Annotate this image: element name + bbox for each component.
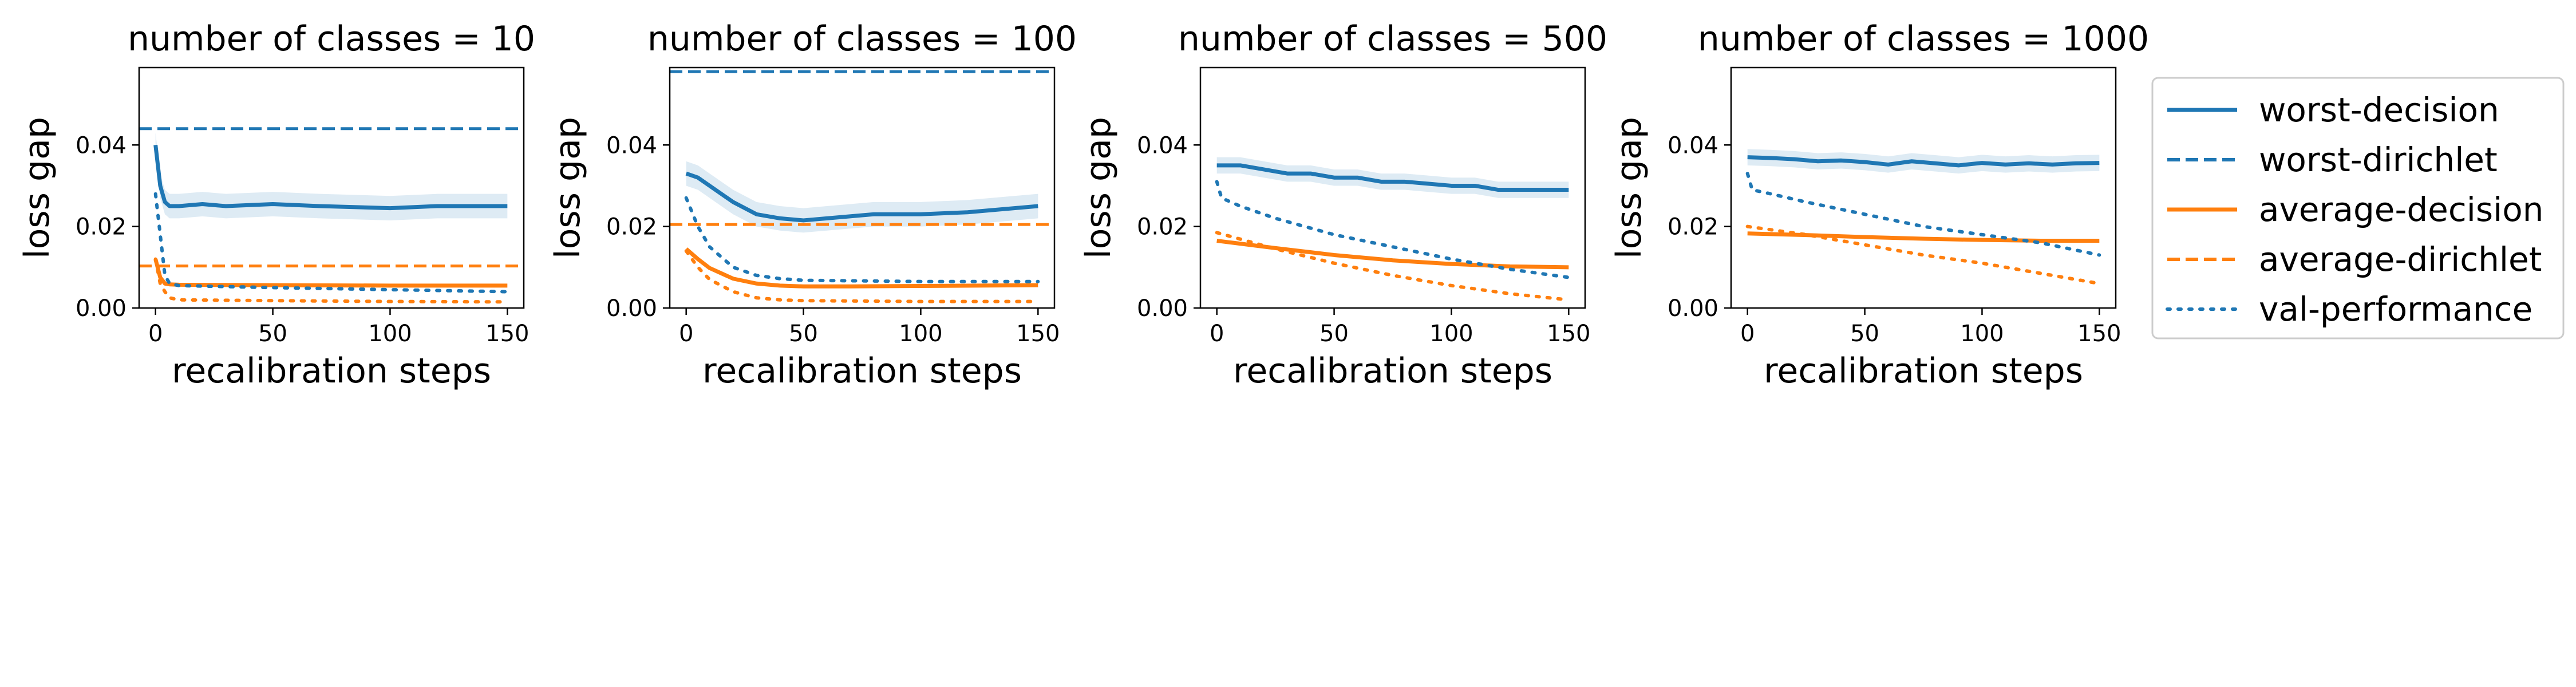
legend-label: worst-decision (2259, 90, 2499, 129)
subplot-4: 0 50 100 150 0.00 0.02 0.04 number of classes =… (1609, 19, 2149, 391)
subplot-2: 0 50 100 150 0.00 0.02 0.04 number of classes =… (548, 19, 1077, 391)
legend-label: val-performance (2259, 290, 2532, 329)
y-tick-label: 0.02 (76, 214, 127, 240)
series-val-performance-worst- (1745, 172, 2101, 257)
axes-frame (138, 66, 525, 309)
series-worst-decision (1216, 163, 1569, 192)
y-axis-label: loss gap (1609, 117, 1649, 259)
series-average-decision (685, 247, 1038, 289)
axes-frame (669, 66, 1056, 309)
axes-frame (1199, 66, 1586, 309)
subplot-title: number of classes = 500 (1178, 19, 1607, 59)
plot-area (1215, 157, 1571, 302)
x-axis-label: recalibration steps (172, 351, 491, 391)
legend-label: worst-dirichlet (2259, 140, 2498, 179)
y-tick-label: 0.00 (1137, 295, 1188, 322)
series-worst-decision (1747, 155, 2100, 168)
series-val-performance-worst- (684, 196, 1040, 283)
series-val-performance-worst- (153, 192, 509, 294)
legend: worst-decision worst-dirichlet average-dec… (2151, 77, 2565, 339)
subplot-1: 0 50 100 150 0.00 0.02 0.04 number of classes =… (17, 19, 535, 391)
series-val-performance-average- (153, 257, 509, 304)
subplot-title: number of classes = 10 (128, 19, 535, 59)
y-tick-label: 0.02 (606, 214, 657, 240)
x-tick-label: 50 (789, 321, 818, 347)
subplot-title: number of classes = 100 (647, 19, 1077, 59)
y-axis-label: loss gap (1078, 117, 1119, 259)
subplot-title: number of classes = 1000 (1698, 19, 2149, 59)
y-tick-label: 0.00 (76, 295, 127, 322)
x-tick-label: 0 (1740, 321, 1755, 347)
y-axis-label: loss gap (17, 117, 57, 259)
y-tick-label: 0.02 (1137, 214, 1188, 240)
plot-area (139, 127, 524, 304)
x-tick-label: 0 (679, 321, 693, 347)
subplot-3: 0 50 100 150 0.00 0.02 0.04 number of classes =… (1078, 19, 1607, 391)
series-average-decision (1747, 231, 2100, 243)
x-tick-label: 0 (1210, 321, 1224, 347)
y-tick-label: 0.00 (606, 295, 657, 322)
y-axis-label: loss gap (548, 117, 588, 259)
plot-area (1745, 149, 2101, 286)
series-worst-decision (685, 171, 1038, 223)
x-axis-label: recalibration steps (702, 351, 1022, 391)
y-tick-label: 0.00 (1668, 295, 1718, 322)
x-tick-label: 100 (1429, 321, 1473, 347)
legend-box (2151, 77, 2565, 339)
axes-frame (1730, 66, 2117, 309)
x-tick-label: 150 (485, 321, 529, 347)
x-tick-label: 150 (2077, 321, 2121, 347)
legend-label: average-dirichlet (2259, 240, 2542, 279)
x-tick-label: 150 (1547, 321, 1590, 347)
x-tick-label: 100 (899, 321, 942, 347)
series-val-performance-worst- (1215, 180, 1571, 279)
series-worst-decision (153, 144, 508, 211)
plot-area (670, 70, 1054, 303)
x-tick-label: 0 (148, 321, 163, 347)
y-tick-label: 0.02 (1668, 214, 1718, 240)
subplots: 0 50 100 150 0.00 0.02 0.04 number of classes =… (17, 19, 2149, 391)
x-axis-label: recalibration steps (1764, 351, 2083, 391)
y-tick-label: 0.04 (76, 132, 127, 159)
series-val-performance-average- (1745, 224, 2101, 286)
legend-label: average-decision (2259, 190, 2543, 229)
y-tick-label: 0.04 (1668, 132, 1718, 159)
x-tick-label: 100 (368, 321, 412, 347)
x-tick-label: 50 (1850, 321, 1879, 347)
y-tick-label: 0.04 (1137, 132, 1188, 159)
x-tick-label: 50 (1319, 321, 1349, 347)
series-val-performance-average- (684, 249, 1040, 303)
x-tick-label: 50 (258, 321, 287, 347)
x-tick-label: 150 (1016, 321, 1060, 347)
band-worst-decision (155, 132, 508, 220)
y-tick-label: 0.04 (606, 132, 657, 159)
x-axis-label: recalibration steps (1233, 351, 1552, 391)
x-tick-label: 100 (1960, 321, 2004, 347)
series-average-decision (1216, 239, 1569, 270)
